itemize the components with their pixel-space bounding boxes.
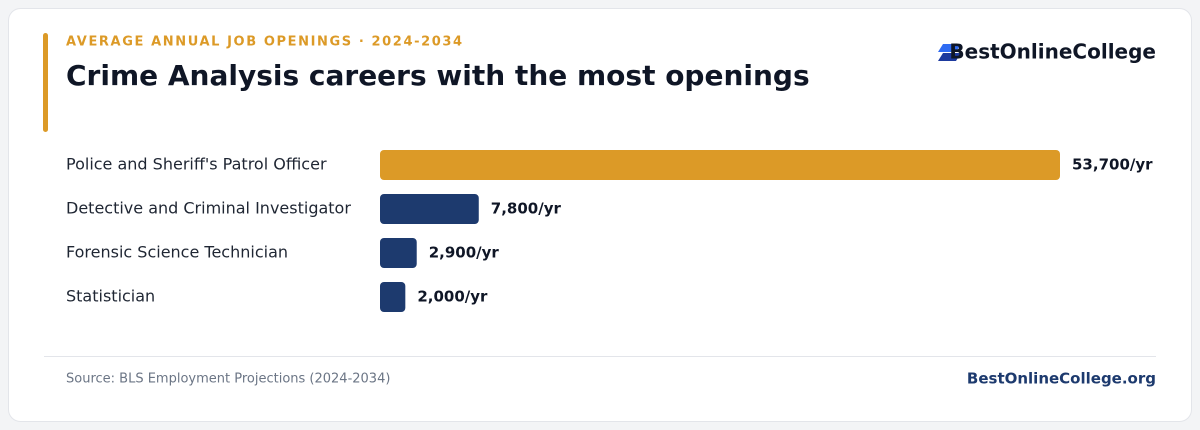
bar	[380, 282, 406, 312]
accent-bar	[43, 33, 48, 132]
card	[8, 8, 1192, 422]
bar	[380, 194, 479, 224]
value-label: 7,800/yr	[491, 200, 562, 218]
brand: BestOnlineCollege	[949, 40, 1156, 64]
bar	[380, 238, 417, 268]
source: Source: BLS Employment Projections (2024…	[66, 372, 390, 387]
chart-title: Crime Analysis careers with the most ope…	[66, 59, 810, 92]
bar	[380, 150, 1060, 180]
value-label: 2,900/yr	[429, 244, 500, 262]
value-label: 53,700/yr	[1072, 156, 1153, 174]
category-label: Statistician	[66, 287, 155, 306]
category-label: Forensic Science Technician	[66, 243, 288, 262]
eyebrow: AVERAGE ANNUAL JOB OPENINGS · 2024-2034	[66, 35, 464, 50]
value-label: 2,000/yr	[417, 288, 488, 306]
footer-link[interactable]: BestOnlineCollege.org	[967, 370, 1156, 388]
logo-icon	[938, 44, 961, 61]
category-label: Detective and Criminal Investigator	[66, 199, 351, 218]
category-label: Police and Sheriff's Patrol Officer	[66, 155, 327, 174]
